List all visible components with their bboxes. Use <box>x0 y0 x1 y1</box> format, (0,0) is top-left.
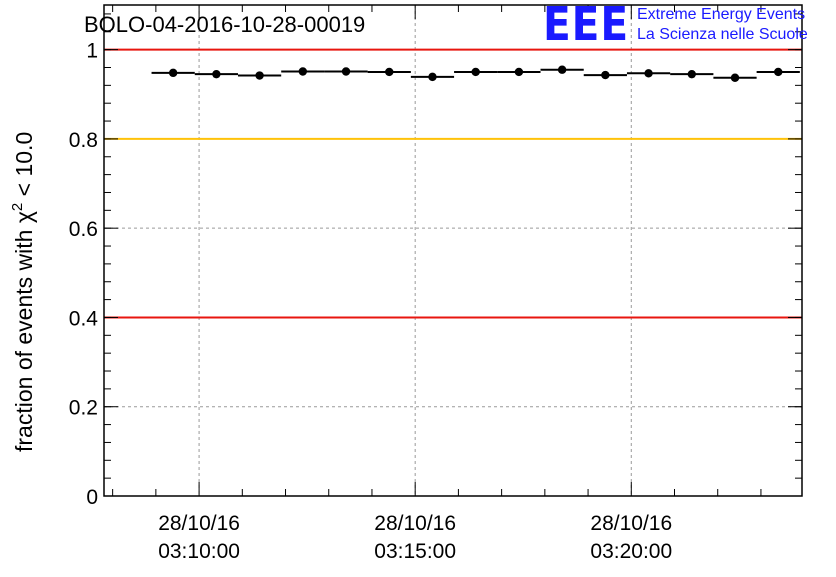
data-point <box>428 72 437 82</box>
data-point <box>298 67 308 76</box>
data-point <box>687 69 696 79</box>
data-series <box>151 65 800 82</box>
logo-line-1: Extreme Energy Events <box>637 6 805 23</box>
x-tick-label-time: 03:10:00 <box>158 540 240 563</box>
data-point <box>601 70 610 80</box>
y-tick-label: 1 <box>86 40 98 63</box>
data-point <box>644 69 653 78</box>
y-axis-label: fraction of events with χ2 < 10.0 <box>9 132 37 452</box>
data-point <box>212 69 221 79</box>
y-tick-label: 0 <box>86 486 98 509</box>
x-tick-label-date: 28/10/16 <box>158 512 240 535</box>
logo-line-2: La Scienza nelle Scuole <box>637 26 808 43</box>
data-point <box>774 67 783 77</box>
plot-frame <box>103 4 803 497</box>
data-point <box>255 71 264 80</box>
x-tick-label-date: 28/10/16 <box>374 512 456 535</box>
data-point <box>341 67 351 76</box>
chart-title: BOLO-04-2016-10-28-00019 <box>84 12 365 37</box>
x-tick-label-time: 03:15:00 <box>374 540 456 563</box>
y-tick-label: 0.6 <box>69 218 98 241</box>
logo-mark: EEE <box>543 0 629 51</box>
x-tick-label-date: 28/10/16 <box>590 512 672 535</box>
data-point <box>557 65 567 74</box>
data-point <box>730 73 740 82</box>
data-point <box>471 67 480 77</box>
eee-logo: EEE Extreme Energy Events La Scienza nel… <box>543 0 808 51</box>
data-point <box>385 67 394 77</box>
reference-lines <box>104 48 802 319</box>
axis-ticks: 0 0.2 0.4 0.6 0.8 1 28/10/16 03:10:00 28/10/16 03… <box>69 5 802 563</box>
y-axis-label-chi: χ <box>11 211 37 223</box>
y-axis-label-prefix: fraction of events with <box>11 223 37 452</box>
y-axis-label-power: 2 <box>9 203 26 211</box>
y-tick-label: 0.4 <box>69 307 99 330</box>
data-point <box>168 68 178 78</box>
data-point <box>514 67 524 77</box>
y-tick-label: 0.8 <box>69 129 98 152</box>
x-tick-label-time: 03:20:00 <box>590 540 672 563</box>
y-tick-label: 0.2 <box>69 397 98 420</box>
y-axis-label-suffix: < 10.0 <box>11 132 37 203</box>
